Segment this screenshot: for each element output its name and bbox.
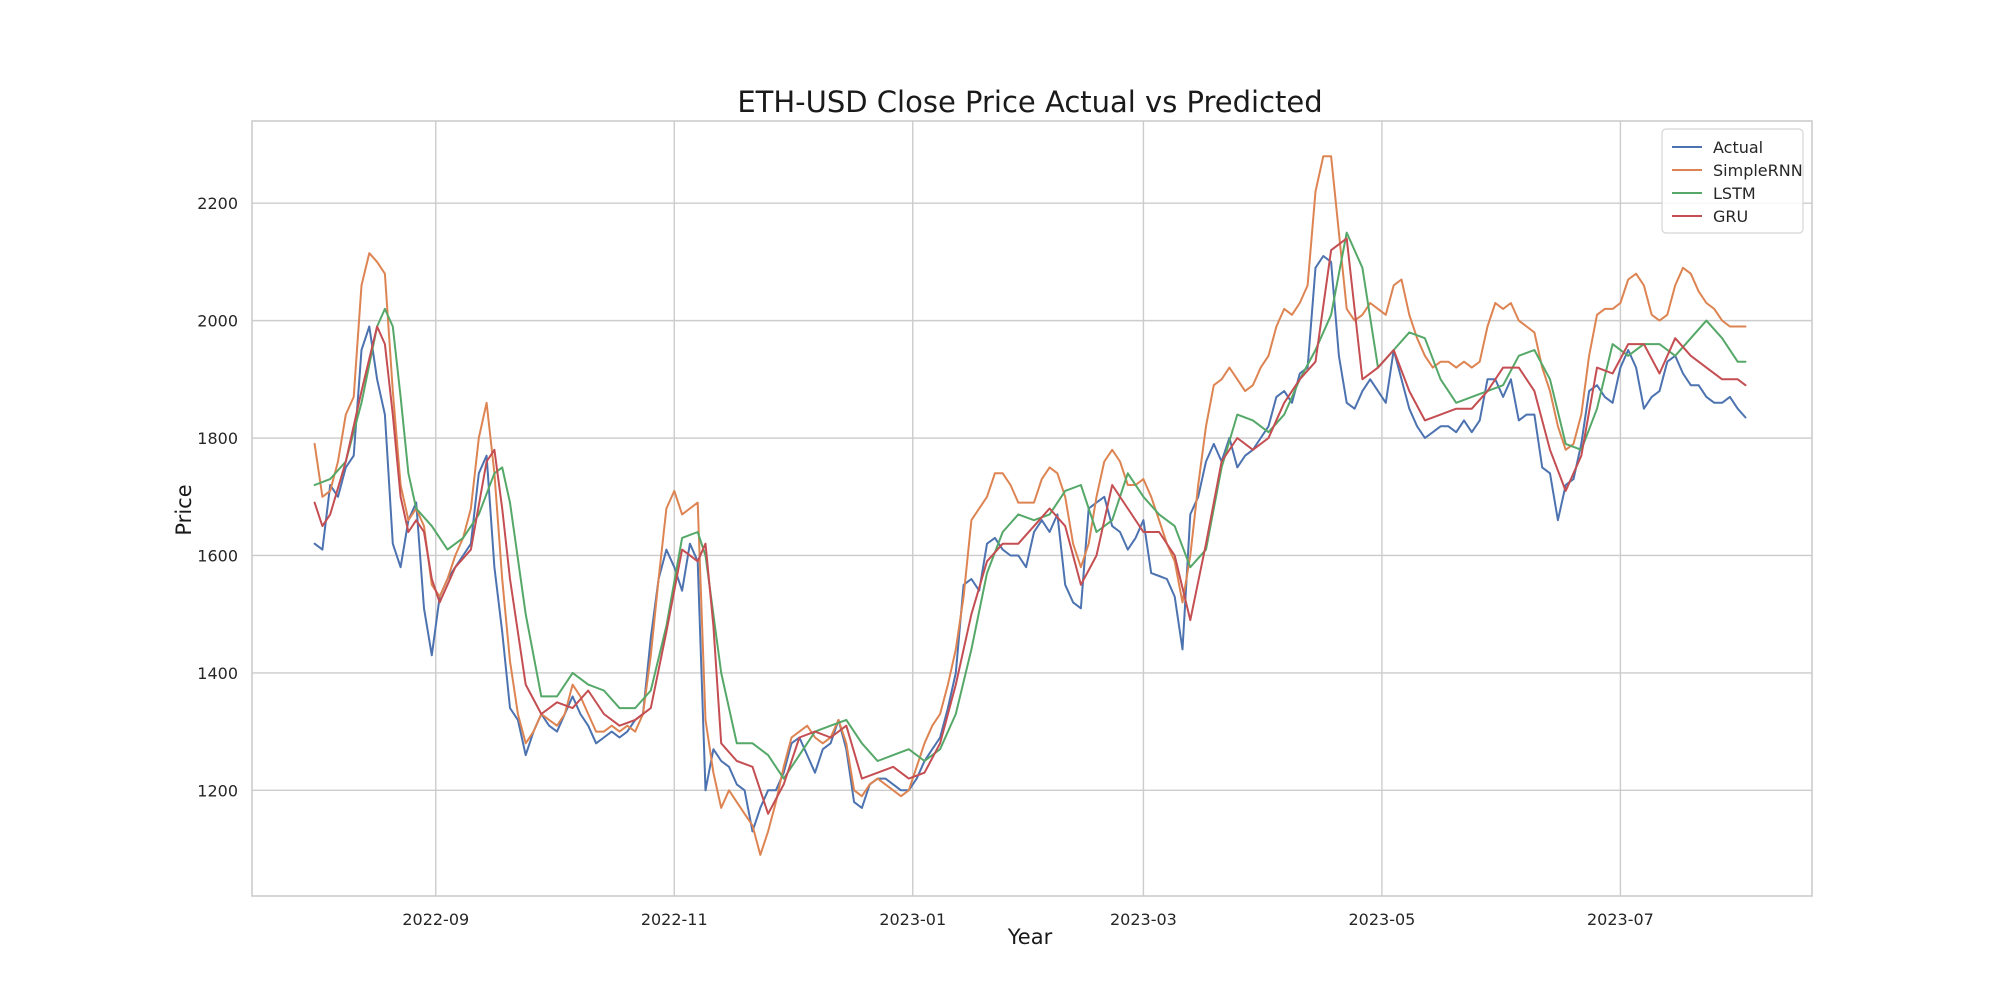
y-tick-label: 1400 [197,664,238,683]
series-line-lstm [313,231,1747,780]
x-tick-label: 2023-05 [1348,910,1415,929]
y-tick-label: 2200 [197,194,238,213]
y-tick-label: 1800 [197,429,238,448]
series-line-actual [313,255,1747,833]
legend-label-gru: GRU [1713,207,1748,226]
y-tick-label: 1200 [197,781,238,800]
x-tick-label: 2023-01 [879,910,946,929]
x-tick-label: 2022-11 [641,910,708,929]
x-axis-label: Year [1007,925,1053,949]
legend-box [1661,128,1804,234]
plot-frame [251,120,1813,897]
series-line-gru [313,237,1747,815]
y-tick-label: 1600 [197,546,238,565]
x-tick-label: 2023-07 [1587,910,1654,929]
series-line-simplernn [313,155,1747,856]
legend-label-actual: Actual [1713,138,1763,157]
series-layer [313,155,1747,856]
legend: Actual SimpleRNN LSTM GRU [1661,128,1804,234]
chart-title: ETH-USD Close Price Actual vs Predicted [737,85,1322,119]
y-tick-label: 2000 [197,312,238,331]
x-tick-label: 2022-09 [402,910,469,929]
x-tick-label: 2023-03 [1110,910,1177,929]
legend-label-lstm: LSTM [1713,184,1756,203]
y-axis-label: Price [172,484,196,535]
gridlines [252,121,1812,896]
legend-label-simplernn: SimpleRNN [1713,161,1803,180]
tick-labels: 1200 1400 1600 1800 2000 2200 2022-09 2022-11 20… [197,194,1654,929]
